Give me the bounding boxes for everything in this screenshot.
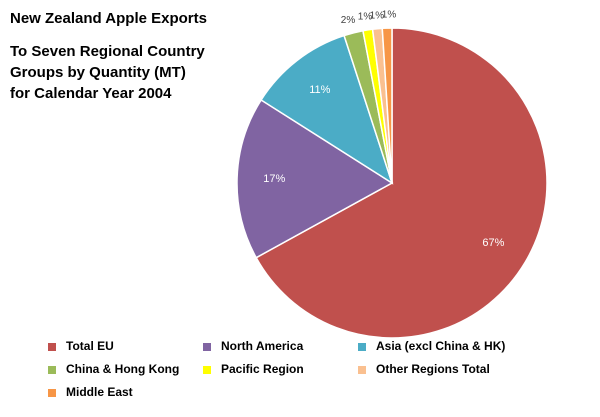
legend-item-middle-east: Middle East bbox=[48, 384, 203, 401]
chart-legend: Total EU North America Asia (excl China & … bbox=[48, 338, 588, 401]
data-label-other-regions-total: 1% bbox=[370, 10, 385, 21]
legend-label: Other Regions Total bbox=[376, 362, 490, 376]
legend-swatch bbox=[48, 388, 56, 397]
legend-label: Asia (excl China & HK) bbox=[376, 339, 506, 353]
legend-label: Pacific Region bbox=[221, 362, 304, 376]
legend-label: Total EU bbox=[66, 339, 114, 353]
legend-label: North America bbox=[221, 339, 304, 353]
legend-label: Middle East bbox=[66, 385, 133, 399]
legend-item-china-hong-kong: China & Hong Kong bbox=[48, 361, 203, 378]
data-label-north-america: 17% bbox=[263, 173, 285, 185]
data-label-middle-east: 1% bbox=[382, 10, 397, 21]
data-label-asia-excl-china-hk: 11% bbox=[309, 84, 330, 96]
legend-label: China & Hong Kong bbox=[66, 362, 180, 376]
pie-slice-middle-east bbox=[381, 27, 393, 184]
legend-item-asia-excl-china-hk: Asia (excl China & HK) bbox=[358, 338, 558, 355]
chart-title-block: New Zealand Apple Exports To Seven Regio… bbox=[10, 8, 260, 104]
legend-item-other-regions-total: Other Regions Total bbox=[358, 361, 558, 378]
pie-slice-total-eu bbox=[255, 27, 548, 339]
legend-swatch bbox=[203, 342, 211, 351]
data-label-pacific-region: 1% bbox=[358, 12, 373, 23]
legend-swatch bbox=[358, 342, 366, 351]
pie-slice-north-america bbox=[236, 98, 394, 259]
legend-item-north-america: North America bbox=[203, 338, 358, 355]
legend-swatch bbox=[358, 365, 366, 374]
pie-slice-asia-excl-china-hk bbox=[260, 34, 394, 185]
data-label-total-eu: 67% bbox=[482, 237, 504, 249]
chart-subtitle: To Seven Regional Country Groups by Quan… bbox=[10, 43, 205, 102]
legend-item-pacific-region: Pacific Region bbox=[203, 361, 358, 378]
legend-swatch bbox=[203, 365, 211, 374]
legend-item-total-eu: Total EU bbox=[48, 338, 203, 355]
chart-title: New Zealand Apple Exports bbox=[10, 10, 207, 27]
legend-swatch bbox=[48, 342, 56, 351]
legend-swatch bbox=[48, 365, 56, 374]
data-label-china-hong-kong: 2% bbox=[341, 15, 356, 26]
